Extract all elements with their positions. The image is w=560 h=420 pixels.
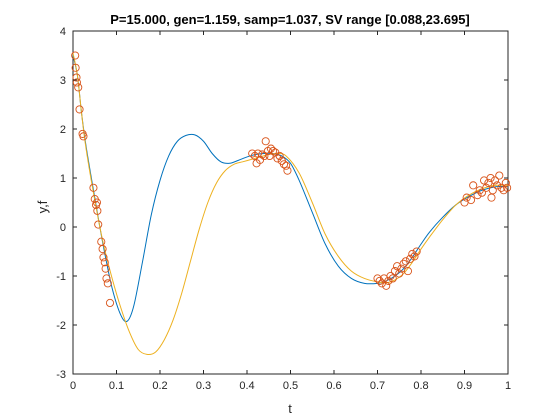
data-point-marker xyxy=(497,183,506,192)
y-tick-label: -3 xyxy=(56,369,66,381)
data-point-marker xyxy=(72,73,81,82)
data-point-marker xyxy=(375,276,384,285)
data-point-marker xyxy=(493,181,502,190)
data-point-marker xyxy=(399,259,408,268)
data-point-marker xyxy=(98,244,107,254)
data-point-marker xyxy=(261,137,270,146)
data-point-marker xyxy=(100,258,109,267)
data-point-marker xyxy=(102,274,111,283)
data-point-marker xyxy=(101,264,110,273)
data-point-marker xyxy=(401,257,410,266)
data-point-marker xyxy=(72,78,81,87)
data-point-marker xyxy=(462,193,471,202)
data-point-marker xyxy=(279,160,289,169)
data-point-marker xyxy=(386,271,395,281)
data-point-marker xyxy=(105,298,115,308)
data-point-marker xyxy=(408,249,417,258)
y-tick-label: -2 xyxy=(56,320,66,332)
y-tick-label: 4 xyxy=(60,26,66,38)
data-point-marker xyxy=(75,105,84,114)
x-tick-label: 0.1 xyxy=(109,380,124,392)
x-tick-label: 0.9 xyxy=(457,380,472,392)
data-point-marker xyxy=(495,171,504,180)
chart-title: P=15.000, gen=1.159, samp=1.037, SV rang… xyxy=(110,12,470,27)
data-point-marker xyxy=(79,132,88,141)
data-point-marker xyxy=(71,63,80,72)
data-point-marker xyxy=(382,281,391,290)
x-tick-label: 0.6 xyxy=(326,380,341,392)
plot-area xyxy=(71,30,512,375)
data-point-marker xyxy=(403,267,413,276)
data-point-marker xyxy=(248,149,257,158)
data-point-marker xyxy=(103,279,112,288)
data-point-marker xyxy=(490,176,500,185)
data-point-marker xyxy=(477,188,486,197)
data-point-marker xyxy=(275,151,284,160)
x-tick-label: 0.5 xyxy=(283,380,298,392)
x-tick-label: 0 xyxy=(70,380,76,392)
x-tick-label: 0.2 xyxy=(152,380,167,392)
data-point-marker xyxy=(93,206,102,215)
data-point-marker xyxy=(466,195,476,205)
data-point-marker xyxy=(269,146,278,156)
y-tick-label: 0 xyxy=(60,222,66,234)
data-point-marker xyxy=(384,276,393,285)
data-point-marker xyxy=(473,191,482,200)
data-point-marker xyxy=(89,183,98,192)
tick-labels: 0 0.1 0.2 0.3 0.4 0.5 0.6 0.7 0.8 0.9 1 -3 -2 -1 0 1 2 3 4 xyxy=(56,26,511,392)
x-tick-label: 1 xyxy=(505,380,511,392)
data-point-marker xyxy=(388,274,397,283)
data-point-marker xyxy=(501,178,510,187)
data-point-marker xyxy=(395,269,404,278)
data-point-marker xyxy=(410,252,419,261)
data-point-marker xyxy=(373,274,382,283)
data-point-marker xyxy=(92,198,101,207)
data-point-marker xyxy=(503,183,512,192)
x-tick-label: 0.8 xyxy=(413,380,428,392)
y-tick-label: 2 xyxy=(60,124,66,136)
data-point-marker xyxy=(486,173,495,183)
data-point-marker xyxy=(71,51,80,60)
y-tick-label: 3 xyxy=(60,75,66,87)
y-axis-label: y,f xyxy=(35,200,50,213)
data-point-marker xyxy=(282,161,291,170)
data-point-marker xyxy=(94,220,103,229)
data-point-marker xyxy=(99,253,108,262)
series-line-1 xyxy=(72,52,509,356)
x-tick-label: 0.4 xyxy=(239,380,254,392)
data-point-marker xyxy=(406,254,415,263)
data-point-marker xyxy=(273,154,282,163)
axes-box xyxy=(72,30,509,375)
data-point-marker xyxy=(74,83,83,92)
x-tick-label: 0.3 xyxy=(196,380,211,392)
x-axis-label: t xyxy=(288,401,292,416)
y-tick-label: 1 xyxy=(60,173,66,185)
data-point-marker xyxy=(488,186,497,195)
data-point-marker xyxy=(469,181,478,190)
data-point-marker xyxy=(283,166,292,175)
y-tick-label: -1 xyxy=(56,271,66,283)
data-point-marker xyxy=(412,247,421,256)
x-tick-label: 0.7 xyxy=(370,380,385,392)
